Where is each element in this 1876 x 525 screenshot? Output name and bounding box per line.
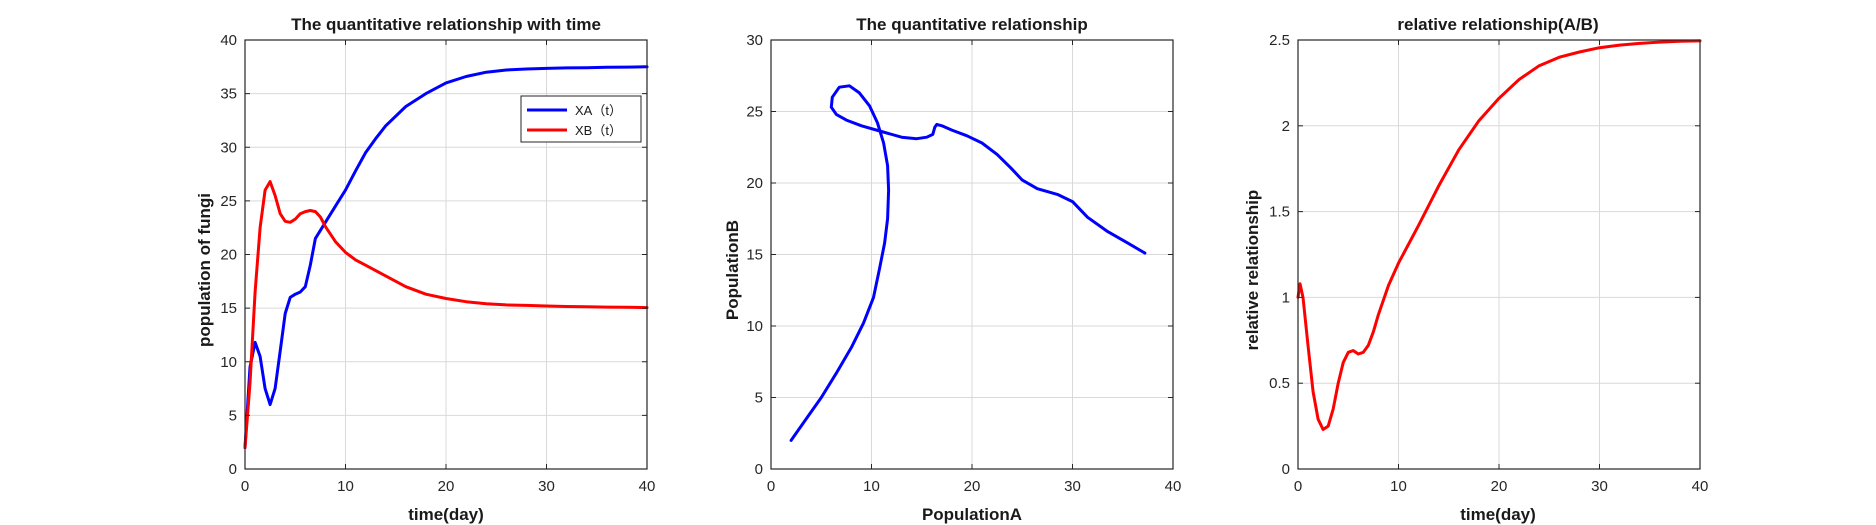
- chart-1: The quantitative relationship with time …: [195, 15, 655, 524]
- chart-2-xlabel: PopulationA: [922, 505, 1022, 524]
- chart-2-plot-area: 0 10 20 30 40 0 5 10 15 20 25 30: [746, 32, 1181, 495]
- chart-1-plot-area: 0 10 20 30 40 0 5 10 15 20 25 30 35 40 XA（t） XB（t）: [220, 32, 655, 495]
- x-tick-label: 0: [241, 478, 249, 495]
- legend: XA（t） XB（t）: [520, 95, 642, 143]
- y-tick-label: 40: [220, 32, 237, 49]
- y-tick-label: 10: [220, 354, 237, 371]
- y-tick-label: 30: [746, 32, 763, 49]
- x-tick-label: 10: [337, 478, 354, 495]
- chart-3-title: relative relationship(A/B): [1397, 15, 1598, 34]
- y-tick-label: 35: [220, 86, 237, 103]
- x-tick-label: 10: [1390, 478, 1407, 495]
- y-tick-label: 2.5: [1269, 32, 1290, 49]
- y-tick-label: 0: [1282, 461, 1290, 478]
- chart-3: relative relationship(A/B) time(day) rel…: [1243, 15, 1708, 524]
- x-tick-label: 40: [639, 478, 656, 495]
- chart-1-xlabel: time(day): [408, 505, 484, 524]
- legend-label-1: XA（t）: [575, 103, 622, 118]
- x-tick-label: 30: [1591, 478, 1608, 495]
- y-tick-label: 15: [220, 300, 237, 317]
- y-tick-label: 25: [220, 193, 237, 210]
- chart-1-ylabel: population of fungi: [195, 193, 214, 347]
- x-tick-label: 20: [438, 478, 455, 495]
- chart-3-ylabel: relative relationship: [1243, 190, 1262, 351]
- chart-2-title: The quantitative relationship: [856, 15, 1087, 34]
- chart-3-xlabel: time(day): [1460, 505, 1536, 524]
- y-tick-label: 1.5: [1269, 204, 1290, 221]
- y-tick-label: 1: [1282, 289, 1290, 306]
- series-line-1: [243, 65, 649, 450]
- series-line-1: [789, 84, 1147, 442]
- x-tick-label: 40: [1165, 478, 1182, 495]
- chart-2: The quantitative relationship Population…: [723, 15, 1181, 524]
- y-tick-label: 5: [229, 407, 237, 424]
- x-tick-label: 0: [1294, 478, 1302, 495]
- y-tick-label: 10: [746, 318, 763, 335]
- y-tick-label: 0: [755, 461, 763, 478]
- y-tick-label: 20: [220, 247, 237, 264]
- y-tick-label: 0: [229, 461, 237, 478]
- x-tick-label: 40: [1692, 478, 1709, 495]
- x-tick-label: 10: [863, 478, 880, 495]
- legend-box: [520, 95, 642, 143]
- y-tick-label: 2: [1282, 118, 1290, 135]
- series-line-1: [1296, 39, 1702, 431]
- x-tick-label: 20: [1491, 478, 1508, 495]
- y-tick-label: 30: [220, 139, 237, 156]
- x-tick-label: 0: [767, 478, 775, 495]
- series-line-2: [243, 180, 649, 450]
- x-tick-label: 20: [964, 478, 981, 495]
- x-tick-label: 30: [1064, 478, 1081, 495]
- chart-3-plot-area: 0 10 20 30 40 0 0.5 1 1.5 2 2.5: [1269, 32, 1708, 495]
- y-tick-label: 5: [755, 390, 763, 407]
- y-tick-label: 0.5: [1269, 375, 1290, 392]
- legend-label-2: XB（t）: [575, 123, 622, 138]
- chart-2-ylabel: PopulationB: [723, 220, 742, 320]
- y-tick-label: 15: [746, 247, 763, 264]
- chart-1-title: The quantitative relationship with time: [291, 15, 601, 34]
- x-tick-label: 30: [538, 478, 555, 495]
- y-tick-label: 20: [746, 175, 763, 192]
- y-tick-label: 25: [746, 104, 763, 121]
